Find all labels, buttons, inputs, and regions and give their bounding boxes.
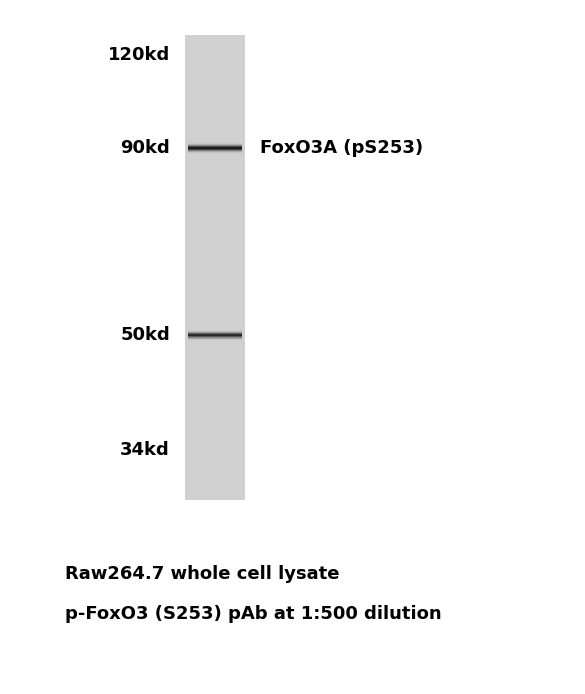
Bar <box>185 35 245 500</box>
Text: 90kd: 90kd <box>121 139 170 157</box>
Text: 120kd: 120kd <box>108 46 170 64</box>
Text: Raw264.7 whole cell lysate: Raw264.7 whole cell lysate <box>65 565 339 583</box>
Text: 34kd: 34kd <box>121 441 170 459</box>
Text: FoxO3A (pS253): FoxO3A (pS253) <box>260 139 423 157</box>
Text: p-FoxO3 (S253) pAb at 1:500 dilution: p-FoxO3 (S253) pAb at 1:500 dilution <box>65 605 442 623</box>
Text: 50kd: 50kd <box>121 326 170 344</box>
